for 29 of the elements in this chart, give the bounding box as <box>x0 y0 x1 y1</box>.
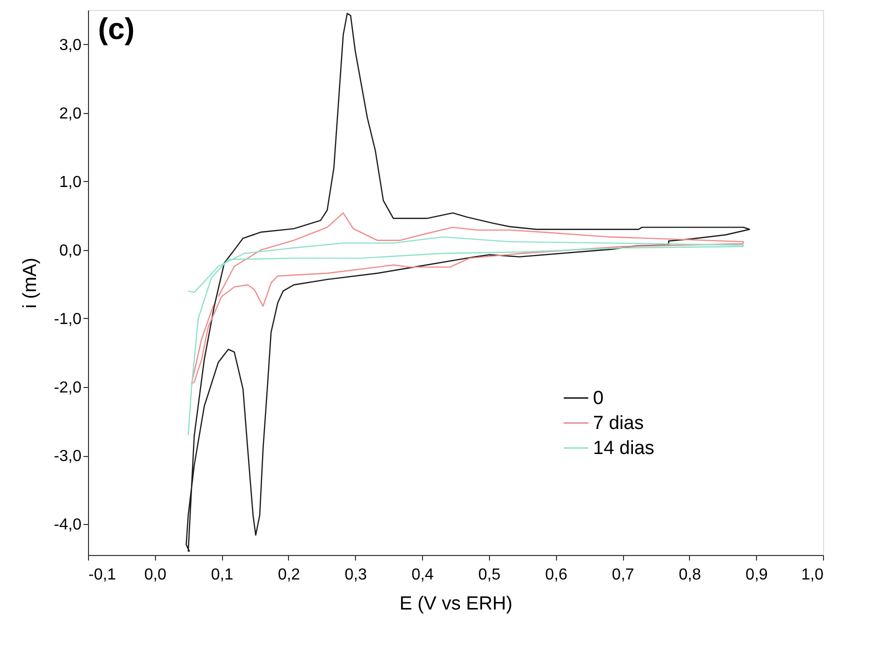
line-series <box>188 236 744 436</box>
x-tick-label: -0,1 <box>88 566 116 584</box>
y-tick-label: -2,0 <box>54 380 82 397</box>
legend-label: 14 dias <box>593 438 654 459</box>
y-tick-label: -3,0 <box>54 448 82 466</box>
x-tick-label: 0,1 <box>211 566 234 584</box>
x-tick-label: 0,3 <box>344 566 367 584</box>
x-tick-label: 1,0 <box>801 566 824 584</box>
x-tick-label: 0,4 <box>411 566 434 584</box>
y-tick-label: 0,0 <box>59 242 82 260</box>
y-axis-title: i (mA) <box>20 258 41 308</box>
line-series <box>190 212 744 384</box>
line-series <box>186 12 750 552</box>
y-tick-label: 2,0 <box>59 105 82 122</box>
legend-label: 7 dias <box>593 413 644 434</box>
y-tick-label: -4,0 <box>54 516 82 534</box>
y-tick-label: -1,0 <box>54 310 82 328</box>
annotation: (c) <box>98 13 135 46</box>
x-tick-label: 0,2 <box>278 566 300 584</box>
x-tick-label: 0,6 <box>545 566 568 584</box>
x-tick-label: 0,9 <box>746 566 768 584</box>
y-tick-label: 1,0 <box>59 174 82 191</box>
x-axis-title: E (V vs ERH) <box>400 594 512 614</box>
x-tick-label: 0,7 <box>612 566 634 584</box>
y-tick-label: 3,0 <box>59 36 82 54</box>
x-tick-label: 0,0 <box>144 566 167 584</box>
x-tick-label: 0,8 <box>678 566 702 584</box>
legend-label: 0 <box>593 388 604 409</box>
x-tick-label: 0,5 <box>478 566 501 584</box>
